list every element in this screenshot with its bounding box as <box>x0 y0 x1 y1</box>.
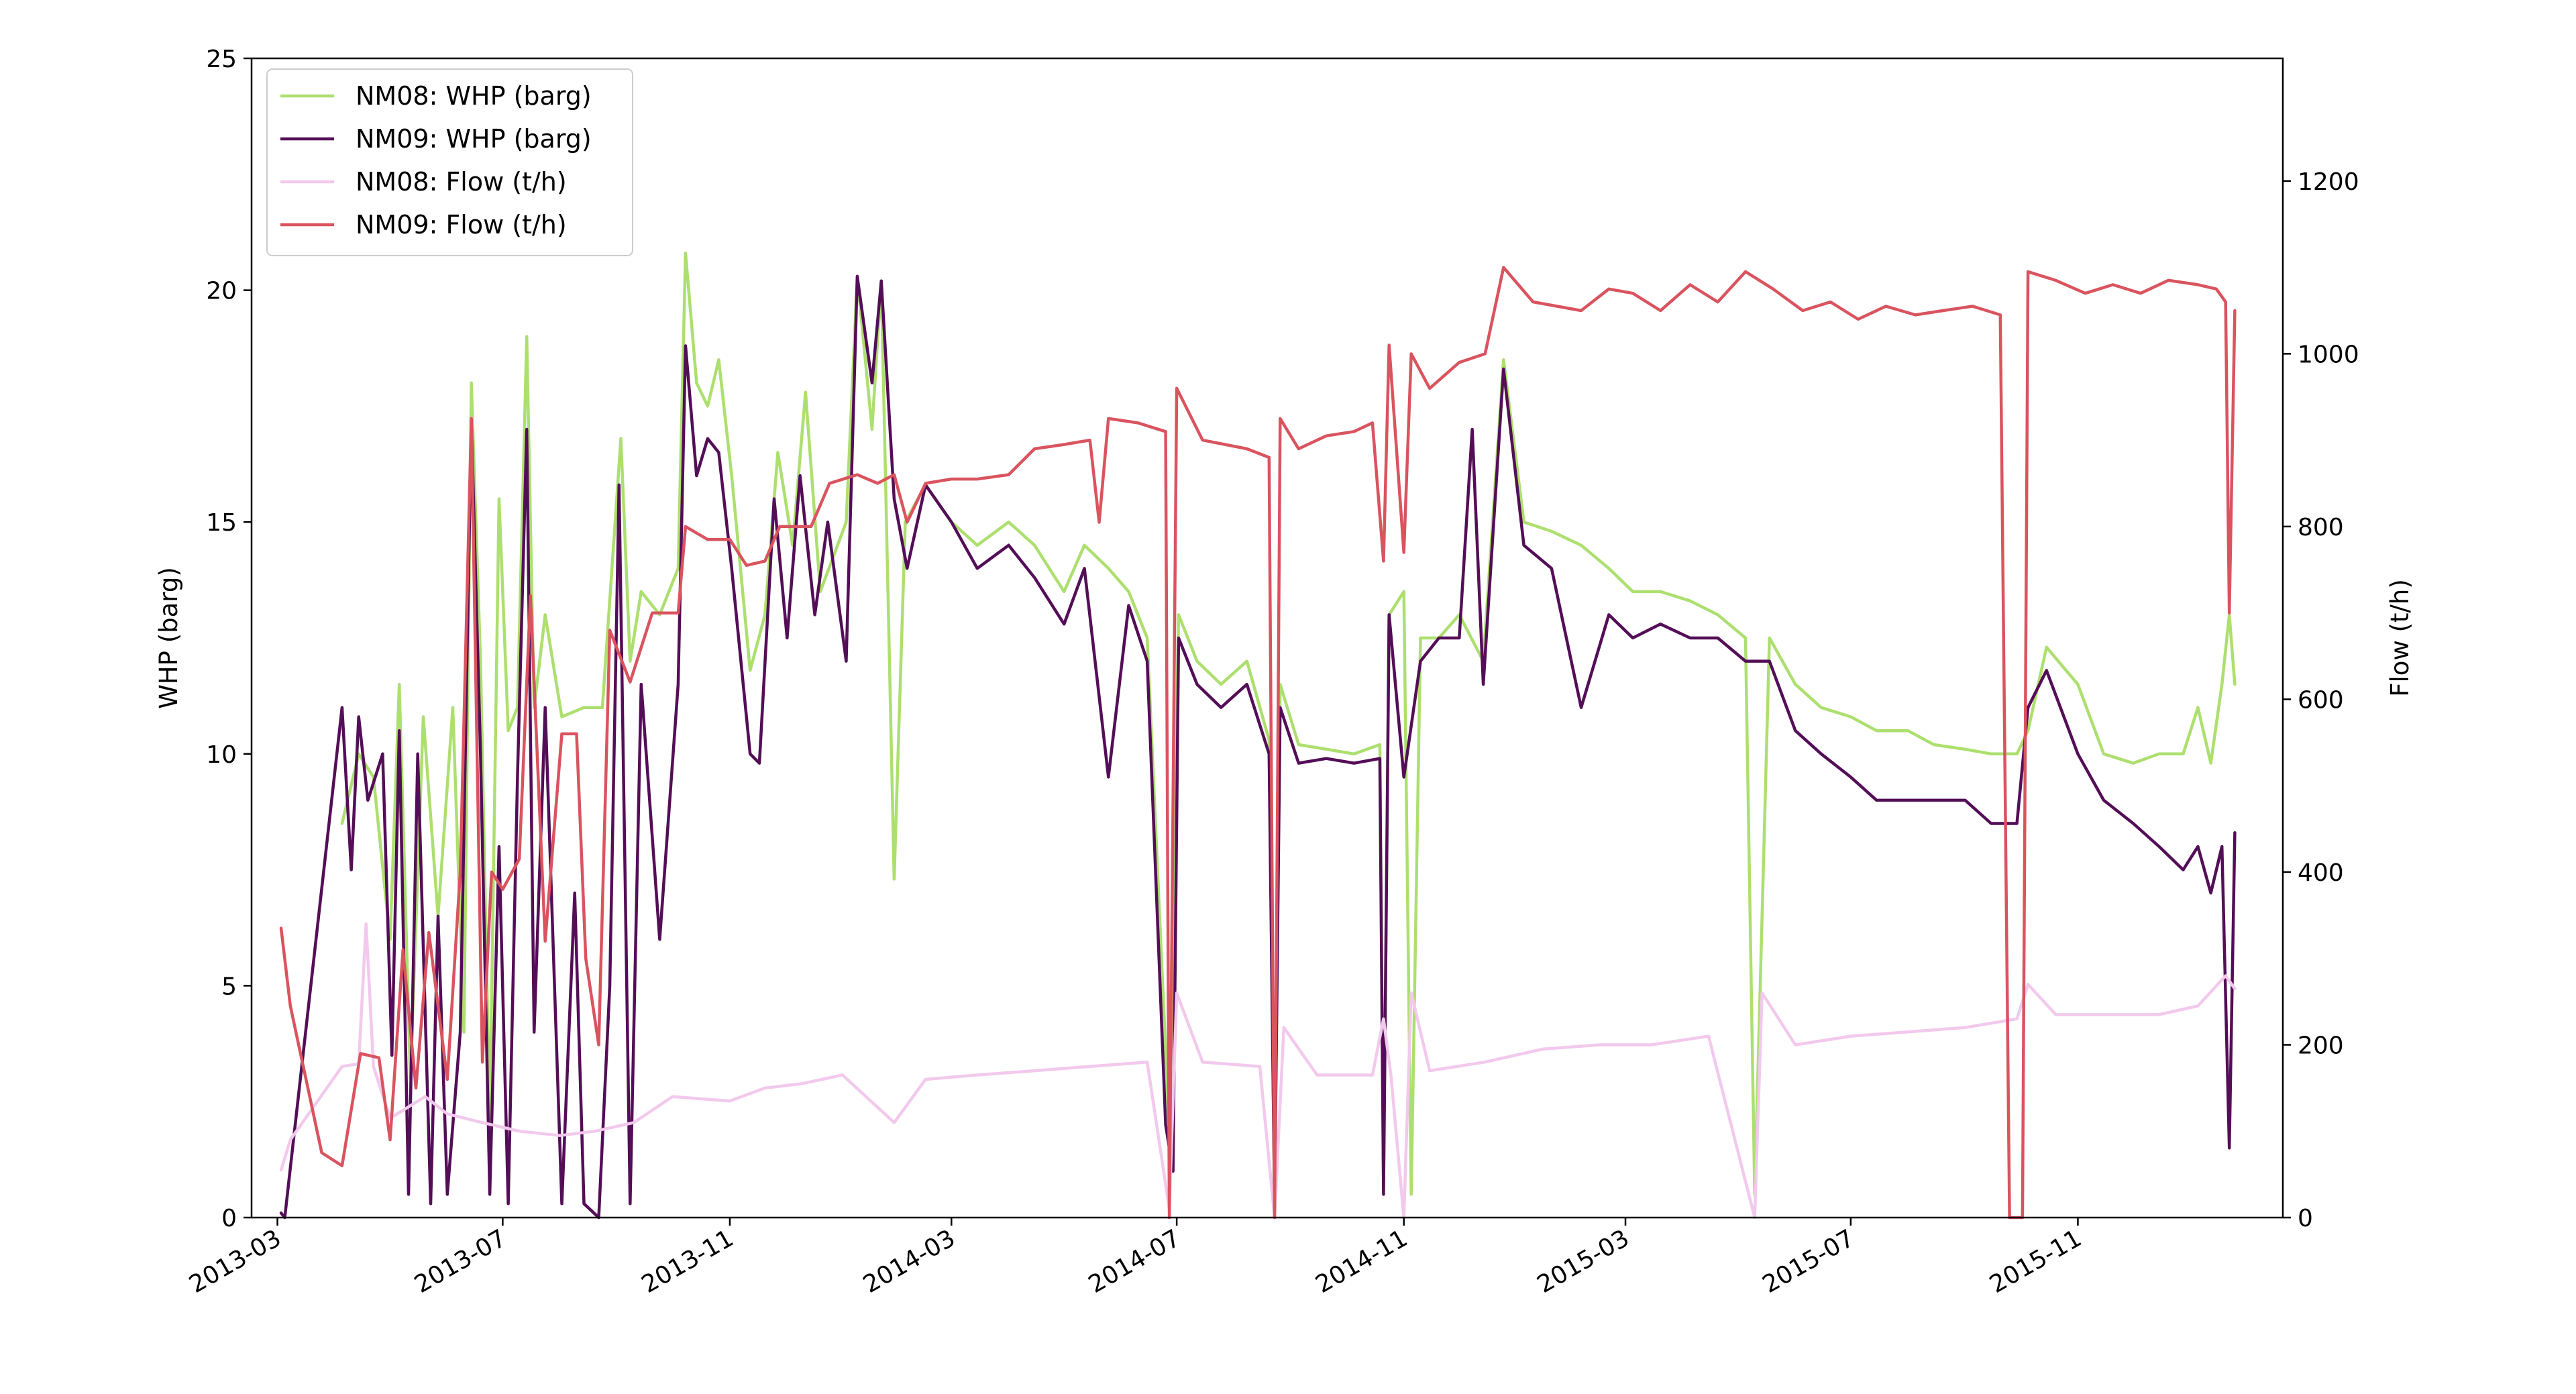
y2-tick-label: 600 <box>2298 686 2344 714</box>
y-tick-label: 5 <box>221 973 237 1000</box>
y-tick-label: 15 <box>206 509 237 537</box>
y2-tick-label: 200 <box>2298 1032 2344 1059</box>
y-tick-label: 20 <box>206 278 237 305</box>
y-axis-left: 0 5 10 15 20 25 <box>206 46 252 1232</box>
x-tick-label: 2014-11 <box>1311 1224 1412 1299</box>
legend-label-nm09-whp-barg: NM09: WHP (barg) <box>356 124 592 154</box>
x-tick-label: 2014-07 <box>1084 1224 1185 1299</box>
plot-frame <box>250 57 2284 1219</box>
y-tick-label: 0 <box>221 1205 237 1232</box>
legend-label-nm08-whp-barg: NM08: WHP (barg) <box>356 81 592 111</box>
x-tick-label: 2015-11 <box>1985 1224 2086 1299</box>
y2-tick-label: 800 <box>2298 514 2344 541</box>
y-tick-label: 10 <box>206 741 237 769</box>
series-line-nm08-whp-barg <box>340 252 2237 1205</box>
y-axis-right: 0 200 400 600 800 1000 1200 <box>2283 168 2359 1232</box>
plot-lines <box>279 252 2237 1220</box>
x-tick-label: 2014-03 <box>859 1224 960 1299</box>
legend-box <box>266 68 633 256</box>
series-line-nm08-flow-t-h <box>279 922 2237 1220</box>
x-tick-label: 2013-07 <box>410 1224 511 1299</box>
legend: NM08: WHP (barg) NM09: WHP (barg) NM08: Fl… <box>266 68 633 256</box>
legend-label-nm09-flow-t-h: NM09: Flow (t/h) <box>356 210 567 239</box>
y2-axis-label: Flow (t/h) <box>2385 579 2414 697</box>
x-axis: 2013-03 2013-07 2013-11 2014-03 2014-07 2014-… <box>184 1218 2086 1299</box>
y2-tick-label: 400 <box>2298 859 2344 887</box>
y-axis-label: WHP (barg) <box>154 567 183 709</box>
series-line-nm09-whp-barg <box>279 274 2237 1220</box>
legend-label-nm08-flow-t-h: NM08: Flow (t/h) <box>356 167 567 197</box>
x-tick-label: 2013-11 <box>637 1224 739 1299</box>
x-tick-label: 2015-07 <box>1758 1224 1860 1299</box>
y2-tick-label: 1200 <box>2298 168 2359 196</box>
x-tick-label: 2013-03 <box>184 1224 286 1299</box>
y2-tick-label: 0 <box>2298 1205 2313 1232</box>
y2-tick-label: 1000 <box>2298 341 2359 368</box>
y-tick-label: 25 <box>206 46 237 73</box>
x-tick-label: 2015-03 <box>1533 1224 1634 1299</box>
series-line-nm09-flow-t-h <box>279 266 2237 1220</box>
